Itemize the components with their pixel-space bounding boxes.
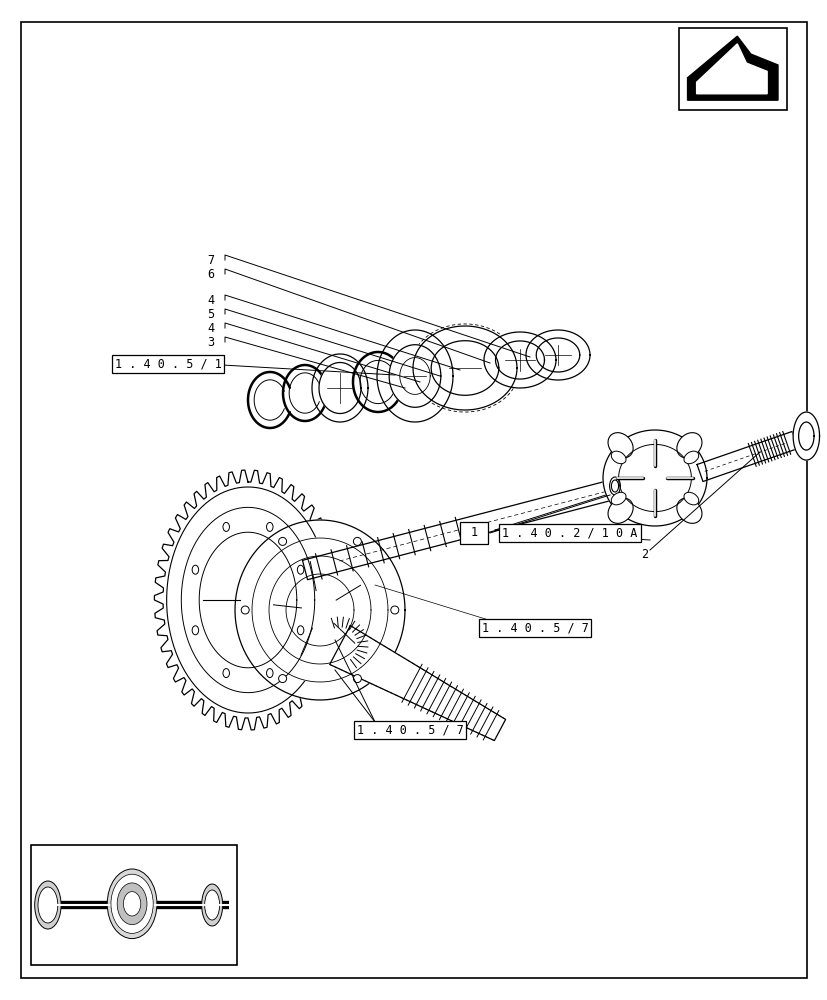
- Polygon shape: [686, 36, 777, 100]
- Ellipse shape: [610, 492, 625, 505]
- Ellipse shape: [353, 537, 361, 545]
- Ellipse shape: [297, 626, 304, 635]
- Polygon shape: [696, 431, 797, 482]
- Text: 2: 2: [641, 548, 648, 562]
- Ellipse shape: [266, 669, 273, 678]
- Ellipse shape: [222, 669, 229, 678]
- Ellipse shape: [111, 874, 153, 933]
- Ellipse shape: [108, 869, 157, 939]
- Polygon shape: [484, 332, 555, 388]
- Polygon shape: [318, 363, 361, 413]
- Polygon shape: [536, 338, 579, 372]
- Ellipse shape: [222, 522, 229, 531]
- Text: 3: 3: [207, 336, 214, 349]
- Polygon shape: [312, 354, 367, 422]
- Ellipse shape: [610, 480, 618, 492]
- Ellipse shape: [609, 477, 619, 495]
- Ellipse shape: [202, 884, 222, 926]
- Polygon shape: [154, 470, 342, 730]
- Ellipse shape: [297, 565, 304, 574]
- Polygon shape: [166, 487, 329, 713]
- Text: 1: 1: [470, 526, 477, 540]
- Ellipse shape: [117, 883, 147, 925]
- Polygon shape: [235, 520, 404, 700]
- Text: 1 . 4 0 . 2 / 1 0 A: 1 . 4 0 . 2 / 1 0 A: [502, 526, 637, 540]
- Ellipse shape: [266, 522, 273, 531]
- Polygon shape: [269, 556, 370, 664]
- Ellipse shape: [676, 433, 701, 458]
- Ellipse shape: [676, 498, 701, 523]
- Ellipse shape: [607, 433, 633, 458]
- Polygon shape: [181, 507, 314, 693]
- Text: 6: 6: [207, 267, 214, 280]
- Polygon shape: [431, 341, 498, 395]
- Text: 7: 7: [207, 253, 214, 266]
- Text: 1 . 4 0 . 5 / 7: 1 . 4 0 . 5 / 7: [356, 723, 463, 736]
- Text: 4: 4: [207, 294, 214, 306]
- Ellipse shape: [192, 626, 198, 635]
- Ellipse shape: [353, 675, 361, 683]
- Polygon shape: [696, 44, 766, 94]
- Polygon shape: [525, 330, 590, 380]
- Polygon shape: [251, 538, 388, 682]
- Polygon shape: [329, 626, 505, 741]
- Text: 1 . 4 0 . 5 / 7: 1 . 4 0 . 5 / 7: [481, 621, 588, 634]
- Ellipse shape: [38, 887, 58, 923]
- Polygon shape: [602, 430, 706, 526]
- Polygon shape: [389, 345, 440, 407]
- Ellipse shape: [278, 675, 286, 683]
- Polygon shape: [285, 574, 354, 646]
- Polygon shape: [495, 341, 544, 379]
- Ellipse shape: [204, 890, 219, 920]
- Polygon shape: [618, 444, 691, 512]
- Ellipse shape: [278, 537, 286, 545]
- Ellipse shape: [607, 498, 633, 523]
- Text: 1 . 4 0 . 5 / 1: 1 . 4 0 . 5 / 1: [114, 358, 221, 370]
- Polygon shape: [199, 532, 296, 668]
- Ellipse shape: [683, 492, 698, 505]
- Ellipse shape: [192, 565, 198, 574]
- Bar: [678, 28, 786, 110]
- Ellipse shape: [35, 881, 61, 929]
- Ellipse shape: [610, 451, 625, 464]
- Ellipse shape: [683, 451, 698, 464]
- Ellipse shape: [123, 892, 141, 916]
- Text: 5: 5: [207, 308, 214, 320]
- Ellipse shape: [241, 606, 249, 614]
- Polygon shape: [792, 412, 819, 460]
- Polygon shape: [413, 326, 516, 410]
- Text: 4: 4: [207, 322, 214, 334]
- Bar: [31, 845, 237, 965]
- Polygon shape: [302, 470, 652, 580]
- Bar: [460, 522, 487, 544]
- Ellipse shape: [390, 606, 399, 614]
- Polygon shape: [376, 330, 452, 422]
- Polygon shape: [798, 422, 813, 450]
